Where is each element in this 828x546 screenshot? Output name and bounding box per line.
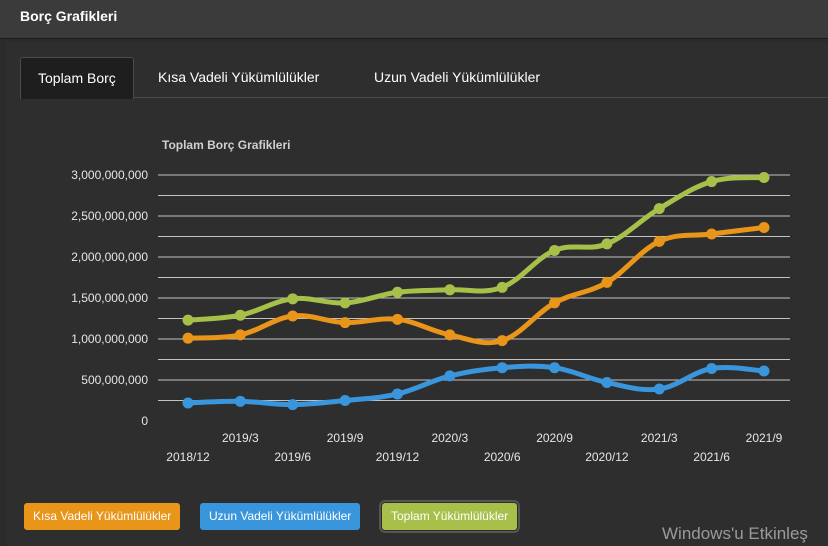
activation-watermark: Windows'u Etkinleş xyxy=(662,524,808,543)
data-point-uzun xyxy=(758,365,770,377)
tab-kisa-vadeli[interactable]: Kısa Vadeli Yükümlülükler xyxy=(158,69,320,85)
data-point-kisa xyxy=(549,297,561,309)
y-tick-label: 500,000,000 xyxy=(81,373,148,387)
data-point-toplam xyxy=(234,309,246,321)
data-point-kisa xyxy=(496,335,508,347)
series-line-uzun xyxy=(185,363,767,408)
data-point-kisa xyxy=(234,329,246,341)
data-point-kisa xyxy=(444,329,456,341)
data-point-uzun xyxy=(706,363,718,375)
x-tick-label: 2021/6 xyxy=(693,450,730,464)
y-tick-label: 3,000,000,000 xyxy=(71,168,148,182)
data-point-uzun xyxy=(653,383,665,395)
data-point-toplam xyxy=(496,281,508,293)
data-point-uzun xyxy=(444,370,456,382)
data-point-toplam xyxy=(549,244,561,256)
y-tick-label: 0 xyxy=(141,414,148,428)
data-point-kisa xyxy=(601,276,613,288)
data-point-uzun xyxy=(391,388,403,400)
data-point-uzun xyxy=(601,376,613,388)
series-line-toplam xyxy=(185,174,767,323)
legend-toplam[interactable]: Toplam Yükümlülükler xyxy=(378,500,521,533)
data-point-toplam xyxy=(653,203,665,215)
data-point-kisa xyxy=(706,228,718,240)
data-point-toplam xyxy=(182,314,194,326)
data-point-uzun xyxy=(234,395,246,407)
x-tick-label: 2021/3 xyxy=(641,431,678,445)
y-tick-label: 2,500,000,000 xyxy=(71,209,148,223)
x-tick-label: 2020/9 xyxy=(536,431,573,445)
chart-panel: Toplam Borç Kısa Vadeli Yükümlülükler Uz… xyxy=(6,42,828,546)
data-point-toplam xyxy=(339,297,351,309)
chart-title: Toplam Borç Grafikleri xyxy=(162,138,291,152)
x-tick-label: 2020/6 xyxy=(484,450,521,464)
tab-uzun-vadeli[interactable]: Uzun Vadeli Yükümlülükler xyxy=(374,69,541,85)
data-point-toplam xyxy=(758,171,770,183)
data-point-uzun xyxy=(287,399,299,411)
legend-uzun-vadeli[interactable]: Uzun Vadeli Yükümlülükler xyxy=(200,503,361,530)
data-point-kisa xyxy=(391,313,403,325)
data-point-toplam xyxy=(601,238,613,250)
x-tick-label: 2019/6 xyxy=(274,450,311,464)
x-tick-label: 2020/3 xyxy=(431,431,468,445)
x-tick-label: 2021/9 xyxy=(746,431,783,445)
data-point-kisa xyxy=(287,310,299,322)
data-point-kisa xyxy=(653,235,665,247)
data-point-uzun xyxy=(496,362,508,374)
data-point-toplam xyxy=(287,293,299,305)
data-point-toplam xyxy=(444,284,456,296)
y-tick-label: 1,000,000,000 xyxy=(71,332,148,346)
data-point-toplam xyxy=(706,176,718,188)
x-tick-label: 2019/12 xyxy=(376,450,420,464)
x-tick-label: 2018/12 xyxy=(166,450,210,464)
data-point-kisa xyxy=(758,221,770,233)
y-tick-label: 1,500,000,000 xyxy=(71,291,148,305)
page-title: Borç Grafikleri xyxy=(20,8,118,24)
data-point-uzun xyxy=(339,395,351,406)
page-header: Borç Grafikleri xyxy=(0,0,828,39)
series-line-kisa xyxy=(185,224,767,346)
x-tick-label: 2019/3 xyxy=(222,431,259,445)
data-point-uzun xyxy=(182,397,194,409)
y-tick-label: 2,000,000,000 xyxy=(71,250,148,264)
data-point-kisa xyxy=(339,317,351,329)
tab-bar: Toplam Borç Kısa Vadeli Yükümlülükler Uz… xyxy=(20,57,828,99)
data-point-uzun xyxy=(549,362,561,374)
x-tick-label: 2019/9 xyxy=(327,431,364,445)
tab-toplam-borc[interactable]: Toplam Borç xyxy=(20,57,134,99)
data-point-toplam xyxy=(391,286,403,298)
x-tick-label: 2020/12 xyxy=(585,450,629,464)
legend-kisa-vadeli[interactable]: Kısa Vadeli Yükümlülükler xyxy=(24,503,181,530)
data-point-kisa xyxy=(182,332,194,344)
